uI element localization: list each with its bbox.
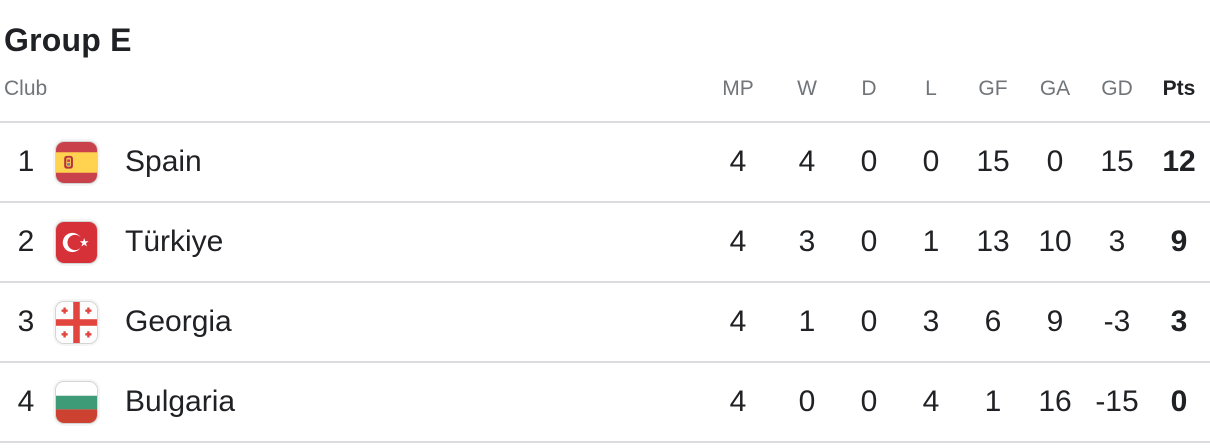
group-title: Group E <box>4 22 132 58</box>
stat-w: 1 <box>798 305 816 338</box>
bulgaria-flag-icon <box>56 381 97 423</box>
column-header-l: L <box>925 77 937 100</box>
stat-mp: 4 <box>729 305 747 338</box>
club-name: Spain <box>125 145 202 178</box>
stat-l: 3 <box>922 305 940 338</box>
stat-l: 0 <box>922 145 940 178</box>
stat-d: 0 <box>860 145 878 178</box>
stat-d: 0 <box>860 305 878 338</box>
column-header-mp: MP <box>722 77 754 100</box>
stat-gf: 13 <box>976 225 1010 258</box>
spain-flag-icon <box>56 141 97 183</box>
table-row-bulgaria[interactable]: 4 Bulgaria 4 0 0 4 1 16 -15 0 <box>0 363 1210 443</box>
club-name: Bulgaria <box>125 385 236 418</box>
rank-label: 1 <box>17 145 35 178</box>
column-header-gd: GD <box>1101 77 1133 100</box>
column-header-gf: GF <box>978 77 1008 100</box>
rank-label: 3 <box>17 305 35 338</box>
stat-ga: 10 <box>1038 225 1072 258</box>
stat-mp: 4 <box>729 385 747 418</box>
stat-gd: -15 <box>1095 385 1139 418</box>
turkiye-flag-icon <box>56 221 97 263</box>
stat-mp: 4 <box>729 145 747 178</box>
stat-w: 0 <box>798 385 816 418</box>
column-header-club: Club <box>4 77 48 100</box>
stat-ga: 9 <box>1046 305 1064 338</box>
table-row-georgia[interactable]: 3 Georgia 4 1 0 3 6 9 -3 3 <box>0 283 1210 363</box>
stat-gd: 15 <box>1100 145 1134 178</box>
column-header-pts: Pts <box>1162 77 1196 100</box>
stat-gf: 6 <box>984 305 1002 338</box>
table-row-spain[interactable]: 1 Spain 4 4 0 0 15 0 15 12 <box>0 123 1210 203</box>
club-name: Türkiye <box>125 225 224 258</box>
column-header-w: W <box>797 77 817 100</box>
stat-gf: 1 <box>984 385 1002 418</box>
column-header-ga: GA <box>1039 77 1071 100</box>
stat-gf: 15 <box>976 145 1010 178</box>
stat-mp: 4 <box>729 225 747 258</box>
club-cell: 4 Bulgaria <box>0 381 700 423</box>
club-name: Georgia <box>125 305 232 338</box>
stat-pts: 3 <box>1170 305 1188 338</box>
table-row-turkiye[interactable]: 2 Türkiye 4 3 0 1 13 10 3 9 <box>0 203 1210 283</box>
stat-l: 4 <box>922 385 940 418</box>
club-cell: 1 Spain <box>0 141 700 183</box>
stat-w: 3 <box>798 225 816 258</box>
stat-pts: 12 <box>1162 145 1196 178</box>
club-cell: 2 Türkiye <box>0 221 700 263</box>
stat-gd: -3 <box>1103 305 1131 338</box>
standings-header-row: Club MP W D L GF GA GD Pts <box>0 57 1210 123</box>
stat-ga: 0 <box>1046 145 1064 178</box>
rank-label: 4 <box>17 385 35 418</box>
stat-d: 0 <box>860 225 878 258</box>
rank-label: 2 <box>17 225 35 258</box>
stat-d: 0 <box>860 385 878 418</box>
stat-pts: 0 <box>1170 385 1188 418</box>
club-cell: 3 Georgia <box>0 301 700 343</box>
stat-pts: 9 <box>1170 225 1188 258</box>
georgia-flag-icon <box>56 301 97 343</box>
stat-ga: 16 <box>1038 385 1072 418</box>
stat-w: 4 <box>798 145 816 178</box>
column-header-d: D <box>861 77 877 100</box>
stat-l: 1 <box>922 225 940 258</box>
stat-gd: 3 <box>1108 225 1126 258</box>
